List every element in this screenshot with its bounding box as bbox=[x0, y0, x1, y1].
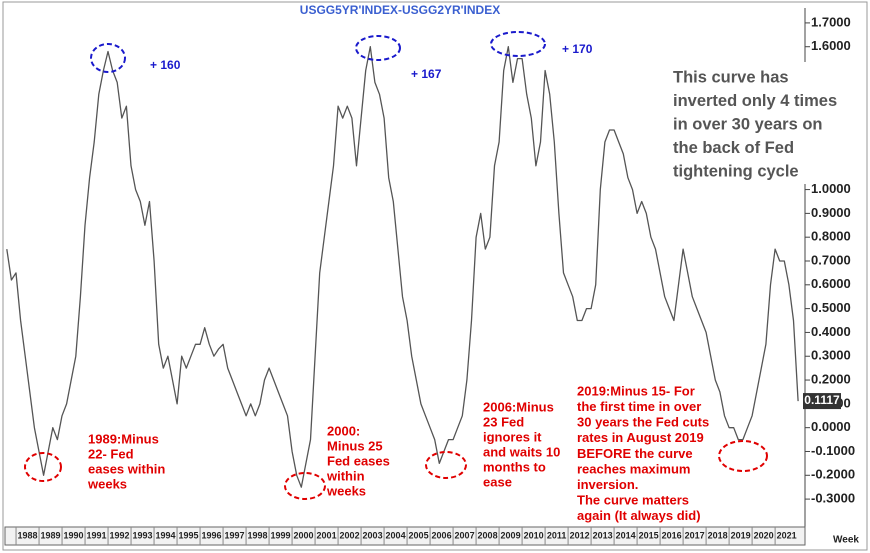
annotation-line: within bbox=[326, 468, 365, 483]
annotation-line: 23 Fed bbox=[483, 414, 524, 429]
annotation-line: ease bbox=[483, 474, 512, 489]
x-tick-label: 1998 bbox=[248, 530, 268, 540]
y-tick-label: 1.0000 bbox=[811, 181, 851, 196]
annotation-line: ignores it bbox=[483, 429, 542, 444]
x-tick-label: 1988 bbox=[18, 530, 38, 540]
highlight-circles bbox=[24, 31, 768, 500]
annotation-line: and waits 10 bbox=[483, 444, 560, 459]
x-tick-label: 2020 bbox=[754, 530, 774, 540]
commentary-box bbox=[668, 62, 826, 184]
x-tick-label: 2004 bbox=[386, 530, 406, 540]
last-value-label: 0.1117 bbox=[804, 393, 840, 407]
x-tick-label: 2015 bbox=[639, 530, 659, 540]
x-axis-strip bbox=[4, 526, 806, 546]
x-tick-label: 1993 bbox=[133, 530, 153, 540]
y-tick-label: 0.6000 bbox=[811, 276, 851, 291]
x-tick-label: 2010 bbox=[524, 530, 544, 540]
x-tick-label: 2007 bbox=[455, 530, 475, 540]
x-tick-label: 2021 bbox=[777, 530, 797, 540]
annotation-line: 2006:Minus bbox=[483, 399, 554, 414]
y-tick-label: 0.8000 bbox=[811, 229, 851, 244]
annotation-line: the first time in over bbox=[577, 399, 701, 414]
y-tick-label: 1.6000 bbox=[811, 38, 851, 53]
annotation-line: Minus 25 bbox=[327, 438, 383, 453]
trough-circle bbox=[425, 451, 467, 479]
x-tick-label: 1997 bbox=[225, 530, 245, 540]
annotation-line: 2000: bbox=[327, 423, 360, 438]
commentary-line: This curve has bbox=[673, 68, 789, 86]
commentary-line: tightening cycle bbox=[673, 162, 799, 180]
annotation-line: BEFORE the curve bbox=[577, 446, 693, 461]
x-tick-label: 1994 bbox=[156, 530, 176, 540]
x-tick-label: 2008 bbox=[478, 530, 498, 540]
x-tick-label: 2017 bbox=[685, 530, 705, 540]
x-tick-label: 2001 bbox=[317, 530, 337, 540]
annotation-line: again (It always did) bbox=[577, 508, 701, 523]
x-tick-label: 1990 bbox=[64, 530, 84, 540]
last-value-marker: 0.1117 bbox=[803, 393, 841, 410]
x-tick-label: 2014 bbox=[616, 530, 636, 540]
x-tick-label: 2009 bbox=[501, 530, 521, 540]
annotation-line: months to bbox=[483, 459, 546, 474]
y-tick-label: 0.7000 bbox=[811, 252, 851, 267]
x-tick-label: 2006 bbox=[432, 530, 452, 540]
annotation-line: 22- Fed bbox=[88, 446, 134, 461]
trough-circle bbox=[284, 472, 326, 500]
annotation-line: Fed eases bbox=[327, 453, 390, 468]
x-tick-label: 2012 bbox=[570, 530, 590, 540]
x-tick-label: 1989 bbox=[41, 530, 61, 540]
trough-circle bbox=[24, 452, 62, 482]
chart-title: USGG5YR'INDEX-USGG2YR'INDEX bbox=[300, 3, 500, 17]
x-tick-label: 2016 bbox=[662, 530, 682, 540]
commentary-line: the back of Fed bbox=[673, 139, 794, 157]
annotation-line: weeks bbox=[87, 476, 127, 491]
y-tick-label: 0.5000 bbox=[811, 300, 851, 315]
annotation-line: eases within bbox=[88, 461, 165, 476]
annotation-line: weeks bbox=[326, 483, 366, 498]
y-tick-label: 0.0000 bbox=[811, 419, 851, 434]
annotation-line: rates in August 2019 bbox=[577, 430, 704, 445]
annotation-line: 30 years the Fed cuts bbox=[577, 415, 709, 430]
x-tick-label: 2011 bbox=[547, 530, 567, 540]
x-tick-label: 2013 bbox=[593, 530, 613, 540]
x-tick-label: 1991 bbox=[87, 530, 107, 540]
annotation-line: reaches maximum bbox=[577, 461, 690, 476]
y-tick-label: 1.7000 bbox=[811, 14, 851, 29]
x-tick-label: 1999 bbox=[271, 530, 291, 540]
y-tick-label: 0.3000 bbox=[811, 348, 851, 363]
peak-circle bbox=[90, 43, 126, 73]
y-tick-label: -0.1000 bbox=[811, 443, 855, 458]
x-axis-label: Week bbox=[833, 535, 859, 546]
peak-label: + 167 bbox=[411, 67, 442, 81]
y-tick-label: 0.4000 bbox=[811, 324, 851, 339]
last-value-box bbox=[803, 393, 841, 410]
x-tick-label: 2005 bbox=[409, 530, 429, 540]
annotation-line: 1989:Minus bbox=[88, 431, 159, 446]
x-tick-label: 1995 bbox=[179, 530, 199, 540]
y-tick-label: -0.3000 bbox=[811, 491, 855, 506]
y-tick-label: 0.2000 bbox=[811, 371, 851, 386]
x-tick-label: 1996 bbox=[202, 530, 222, 540]
x-tick-label: 2002 bbox=[340, 530, 360, 540]
commentary-line: inverted only 4 times bbox=[673, 92, 837, 110]
annotation-line: inversion. bbox=[577, 477, 638, 492]
x-tick-label: 1992 bbox=[110, 530, 130, 540]
annotation-line: The curve matters bbox=[577, 493, 689, 508]
x-tick-label: 2000 bbox=[294, 530, 314, 540]
y-tick-label: 0.9000 bbox=[811, 205, 851, 220]
data-line bbox=[6, 46, 799, 488]
peak-label: + 170 bbox=[562, 42, 593, 56]
peak-circle bbox=[355, 35, 401, 61]
annotation-line: 2019:Minus 15- For bbox=[577, 383, 695, 398]
trough-circle bbox=[718, 440, 768, 472]
peak-circle bbox=[490, 31, 546, 57]
x-tick-label: 2019 bbox=[731, 530, 751, 540]
y-tick-label: -0.2000 bbox=[811, 467, 855, 482]
commentary-line: in over 30 years on bbox=[673, 115, 823, 133]
peak-label: + 160 bbox=[150, 58, 181, 72]
x-tick-label: 2018 bbox=[708, 530, 728, 540]
x-tick-label: 2003 bbox=[363, 530, 383, 540]
